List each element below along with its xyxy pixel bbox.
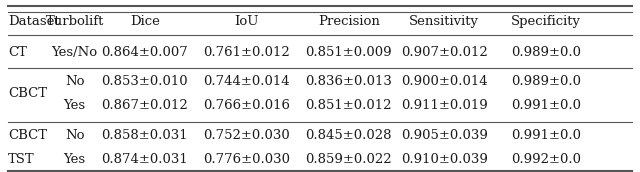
Text: Turbolift: Turbolift bbox=[45, 15, 104, 28]
Text: 0.845±0.028: 0.845±0.028 bbox=[305, 129, 392, 142]
Text: Dice: Dice bbox=[130, 15, 160, 28]
Text: 0.859±0.022: 0.859±0.022 bbox=[305, 153, 392, 166]
Text: 0.776±0.030: 0.776±0.030 bbox=[204, 153, 290, 166]
Text: 0.836±0.013: 0.836±0.013 bbox=[305, 75, 392, 88]
Text: 0.851±0.012: 0.851±0.012 bbox=[305, 99, 392, 112]
Text: 0.911±0.019: 0.911±0.019 bbox=[401, 99, 488, 112]
Text: Specificity: Specificity bbox=[511, 15, 581, 28]
Text: 0.989±0.0: 0.989±0.0 bbox=[511, 75, 581, 88]
Text: Precision: Precision bbox=[317, 15, 380, 28]
Text: TST: TST bbox=[8, 153, 35, 166]
Text: Dataset: Dataset bbox=[8, 15, 60, 28]
Text: Yes: Yes bbox=[63, 153, 86, 166]
Text: CBCT: CBCT bbox=[8, 87, 47, 100]
Text: 0.907±0.012: 0.907±0.012 bbox=[401, 46, 488, 59]
Text: Sensitivity: Sensitivity bbox=[409, 15, 479, 28]
Text: 0.761±0.012: 0.761±0.012 bbox=[204, 46, 290, 59]
Text: 0.744±0.014: 0.744±0.014 bbox=[204, 75, 290, 88]
Text: 0.853±0.010: 0.853±0.010 bbox=[102, 75, 188, 88]
Text: 0.905±0.039: 0.905±0.039 bbox=[401, 129, 488, 142]
Text: Yes: Yes bbox=[63, 99, 86, 112]
Text: 0.864±0.007: 0.864±0.007 bbox=[101, 46, 188, 59]
Text: 0.851±0.009: 0.851±0.009 bbox=[305, 46, 392, 59]
Text: 0.991±0.0: 0.991±0.0 bbox=[511, 99, 581, 112]
Text: IoU: IoU bbox=[234, 15, 259, 28]
Text: 0.992±0.0: 0.992±0.0 bbox=[511, 153, 581, 166]
Text: 0.874±0.031: 0.874±0.031 bbox=[101, 153, 188, 166]
Text: 0.867±0.012: 0.867±0.012 bbox=[101, 99, 188, 112]
Text: 0.900±0.014: 0.900±0.014 bbox=[401, 75, 488, 88]
Text: 0.991±0.0: 0.991±0.0 bbox=[511, 129, 581, 142]
Text: 0.989±0.0: 0.989±0.0 bbox=[511, 46, 581, 59]
Text: 0.766±0.016: 0.766±0.016 bbox=[204, 99, 290, 112]
Text: 0.752±0.030: 0.752±0.030 bbox=[204, 129, 290, 142]
Text: CBCT: CBCT bbox=[8, 129, 47, 142]
Text: No: No bbox=[65, 129, 84, 142]
Text: 0.858±0.031: 0.858±0.031 bbox=[102, 129, 188, 142]
Text: CT: CT bbox=[8, 46, 27, 59]
Text: Yes/No: Yes/No bbox=[52, 46, 98, 59]
Text: No: No bbox=[65, 75, 84, 88]
Text: 0.910±0.039: 0.910±0.039 bbox=[401, 153, 488, 166]
